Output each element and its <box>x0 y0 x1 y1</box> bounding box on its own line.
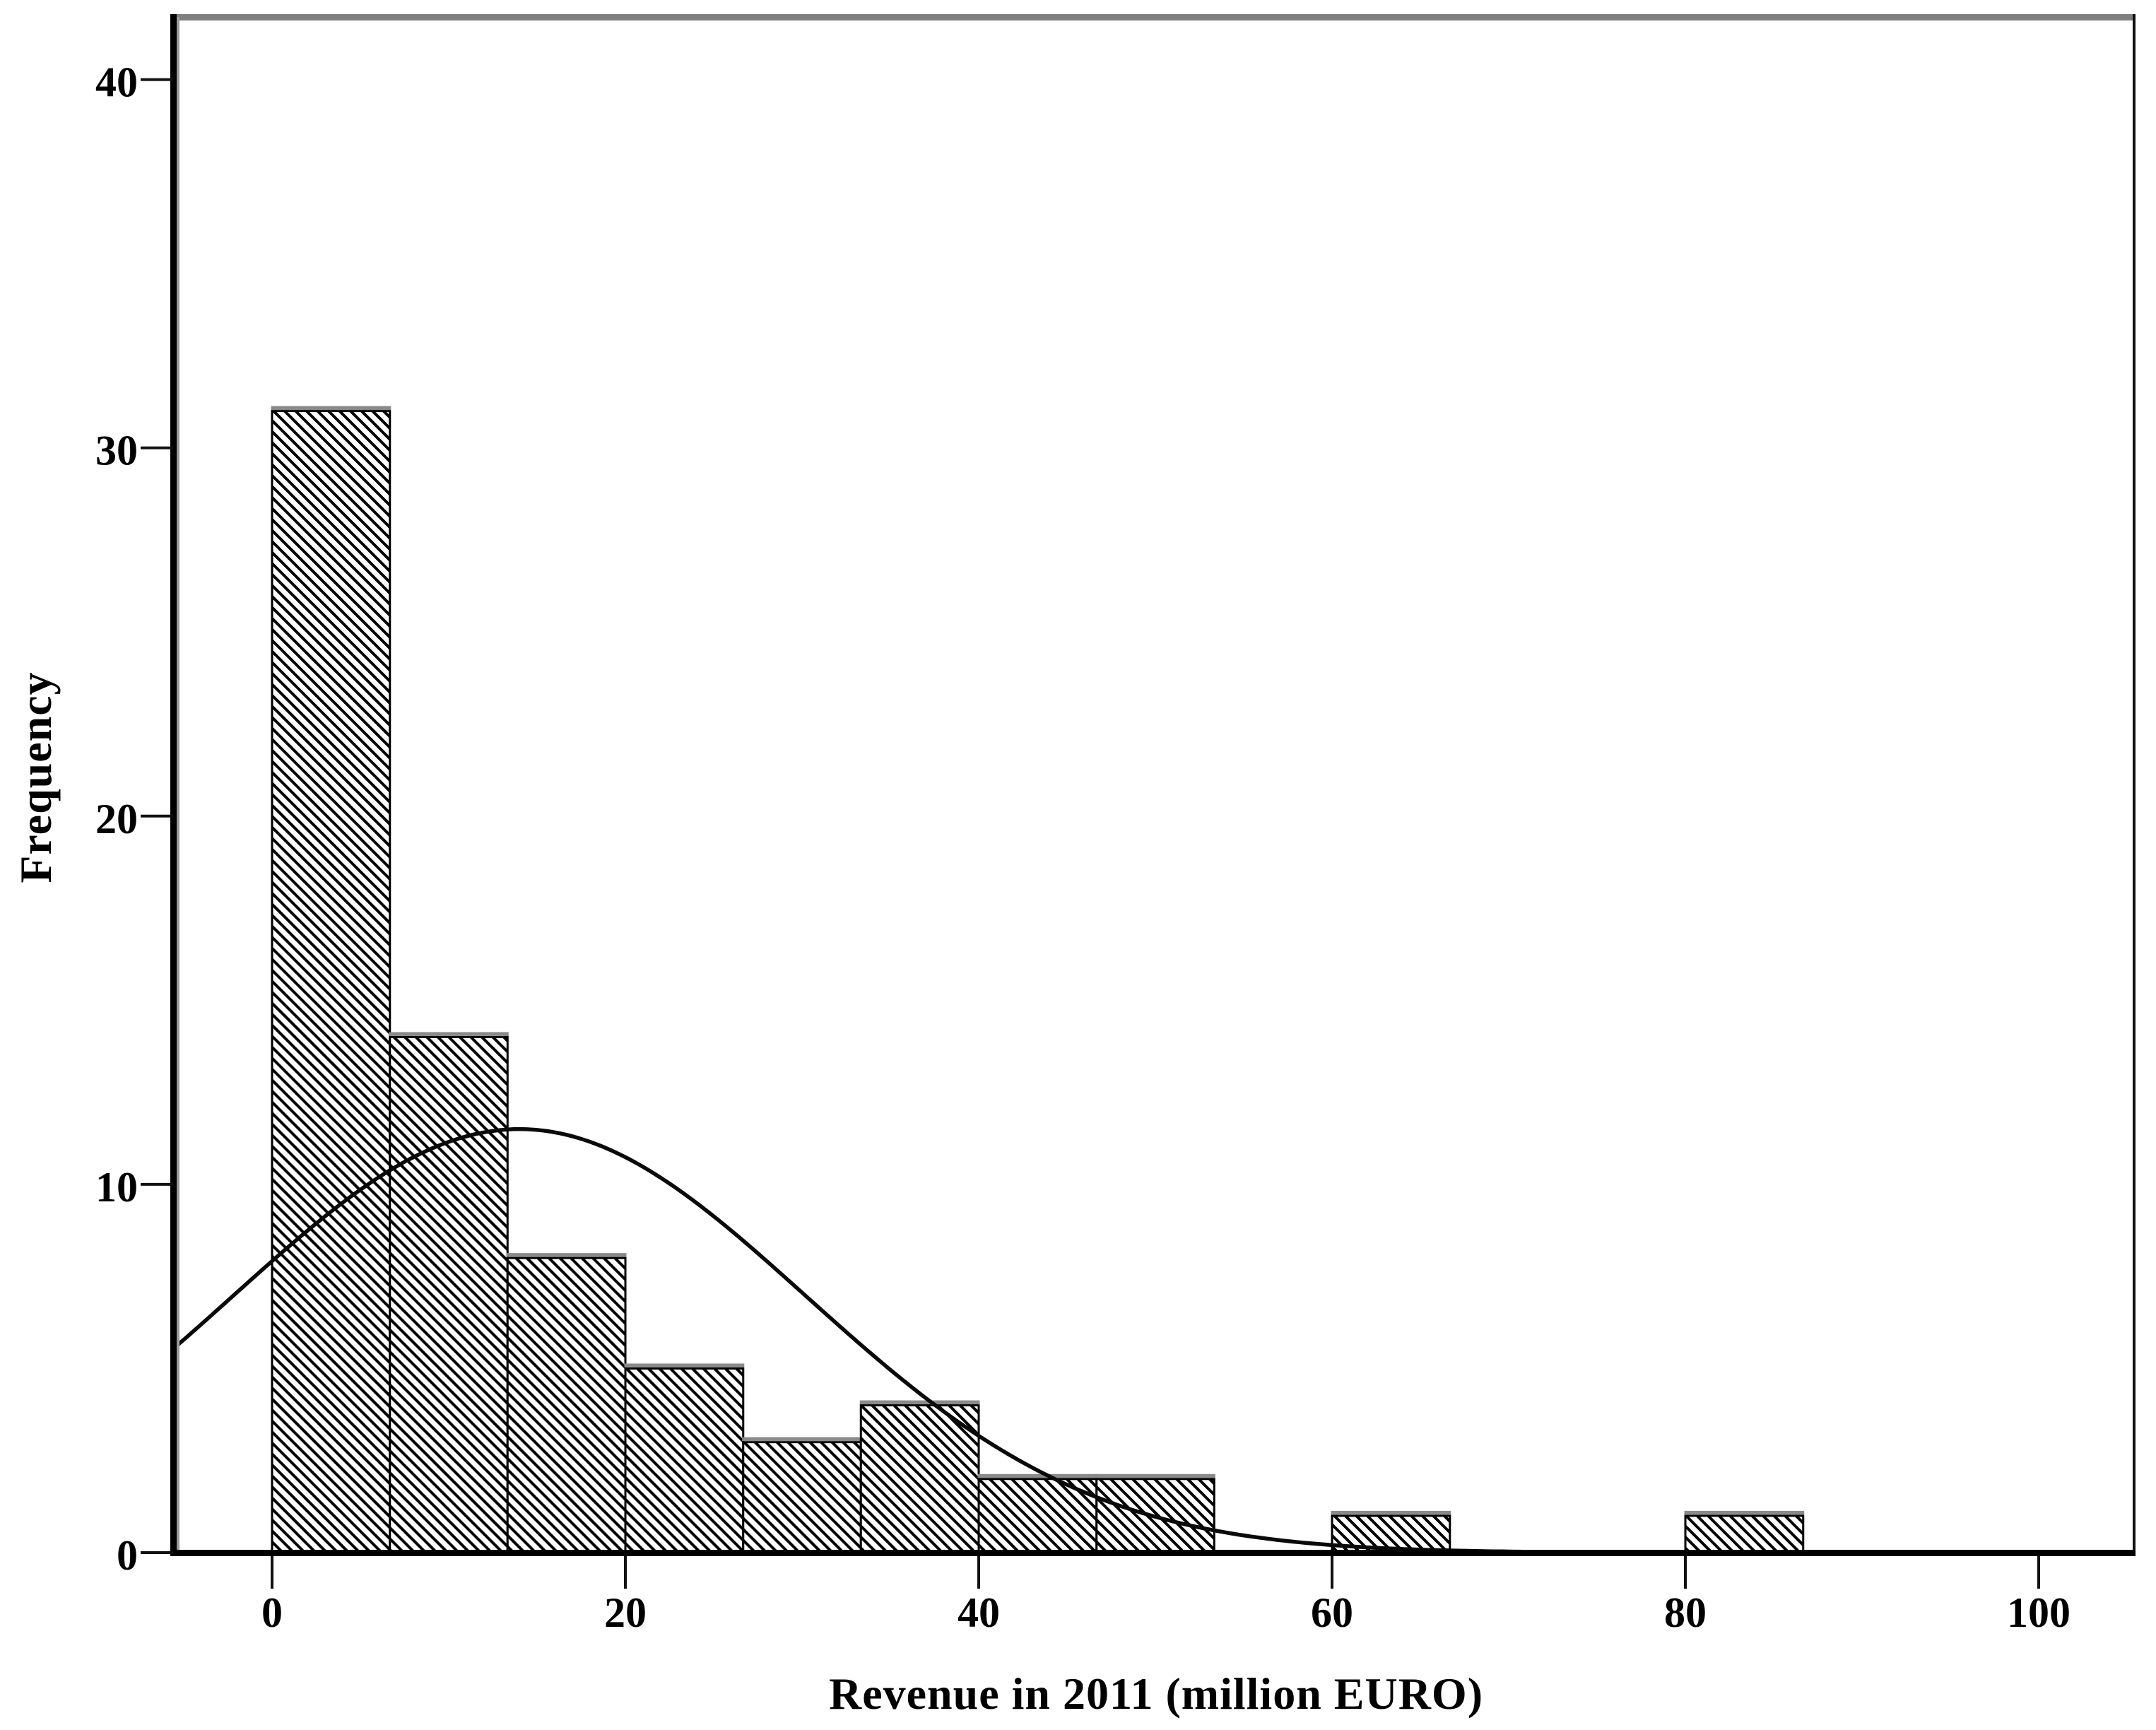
histogram-bar <box>742 1441 862 1554</box>
histogram-bar <box>977 1478 1098 1554</box>
histogram-bar <box>859 1404 980 1554</box>
histogram-bar <box>1684 1514 1805 1554</box>
x-tick-label: 0 <box>261 1589 283 1636</box>
y-tick-label: 30 <box>95 428 138 474</box>
histogram-bar <box>506 1257 627 1554</box>
x-tick-label: 20 <box>604 1589 647 1636</box>
histogram-bar-top-cap <box>1331 1510 1451 1515</box>
histogram-bar-top-cap <box>271 406 391 411</box>
histogram-bar-top-cap <box>859 1400 980 1405</box>
x-tick-label: 100 <box>2007 1589 2070 1636</box>
histogram-bar <box>389 1035 509 1554</box>
x-tick-label: 60 <box>1311 1589 1353 1636</box>
x-axis-title: Revenue in 2011 (million EURO) <box>829 1669 1483 1719</box>
y-axis-title: Frequency <box>11 671 61 883</box>
histogram-bar-top-cap <box>506 1253 627 1257</box>
x-tick-label: 40 <box>958 1589 1000 1636</box>
histogram-bar-top-cap <box>977 1473 1098 1478</box>
histogram-bar-top-cap <box>624 1363 745 1367</box>
plot-frame <box>170 14 2136 1556</box>
frame-right-border <box>2133 14 2136 1556</box>
y-tick-label: 20 <box>95 796 138 842</box>
histogram-bar-top-cap <box>742 1437 862 1442</box>
histogram-bar-top-cap <box>1095 1473 1215 1478</box>
histogram-bar <box>624 1367 745 1554</box>
y-axis-inner-highlight <box>177 17 179 1553</box>
bars-group <box>271 406 1805 1554</box>
histogram-bar-top-cap <box>1684 1510 1805 1515</box>
y-tick-label: 40 <box>95 59 138 106</box>
y-tick-label: 0 <box>117 1532 138 1579</box>
y-axis-ticks: 0 10 20 30 40 <box>95 59 173 1579</box>
x-tick-label: 80 <box>1664 1589 1707 1636</box>
histogram-bar <box>271 410 391 1554</box>
frame-top-border <box>170 14 2136 20</box>
x-axis-ticks: 0 20 40 60 80 100 <box>261 1556 2070 1636</box>
histogram-bar-top-cap <box>389 1032 509 1036</box>
y-tick-label: 10 <box>95 1164 138 1211</box>
x-axis-line <box>170 1550 2136 1556</box>
y-axis-line <box>170 14 177 1556</box>
